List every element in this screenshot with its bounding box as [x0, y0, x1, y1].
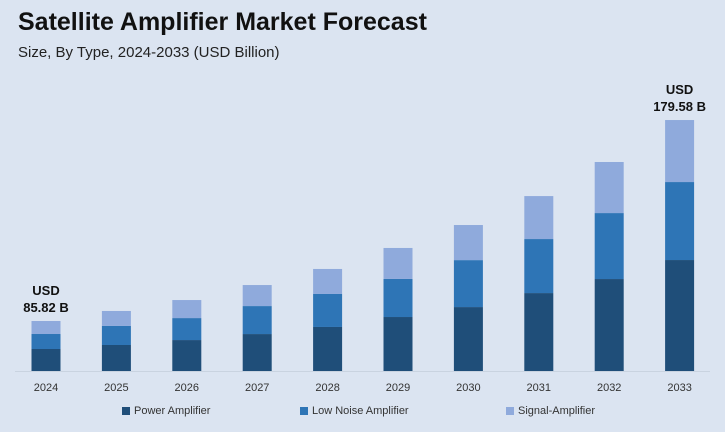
bar-segment-2025-1: [101, 325, 131, 346]
data-label-currency: USD: [666, 82, 693, 97]
data-label-value: 85.82 B: [23, 300, 69, 315]
legend-item: Power Amplifier: [122, 405, 210, 417]
bar-segment-2025-0: [101, 345, 131, 371]
bar-segment-2025-2: [101, 310, 131, 326]
x-tick-label: 2033: [667, 382, 691, 394]
legend-label: Signal-Amplifier: [518, 405, 596, 417]
data-label-currency: USD: [32, 283, 59, 298]
bar-segment-2028-0: [313, 326, 343, 371]
legend-item: Signal-Amplifier: [506, 405, 595, 417]
bar-segment-2029-1: [383, 278, 413, 318]
bar-segment-2028-2: [313, 268, 343, 294]
legend-label: Low Noise Amplifier: [312, 405, 409, 417]
bar-segment-2024-2: [31, 321, 61, 335]
bar-segment-2032-0: [594, 279, 624, 371]
x-tick-label: 2027: [245, 382, 269, 394]
bar-segment-2028-1: [313, 293, 343, 327]
x-tick-label: 2029: [386, 382, 410, 394]
bar-segment-2031-0: [524, 293, 554, 371]
legend-swatch: [122, 407, 130, 415]
x-tick-label: 2031: [527, 382, 551, 394]
x-tick-label: 2026: [175, 382, 199, 394]
bar-segment-2030-0: [453, 307, 483, 371]
x-tick-label: 2032: [597, 382, 621, 394]
x-tick-label: 2024: [34, 382, 58, 394]
chart-subtitle: Size, By Type, 2024-2033 (USD Billion): [18, 44, 280, 61]
bar-segment-2031-2: [524, 196, 554, 240]
bar-segment-2024-0: [31, 349, 61, 371]
bar-segment-2033-1: [665, 182, 695, 261]
legend-label: Power Amplifier: [134, 405, 211, 417]
bar-segment-2027-0: [242, 334, 272, 371]
data-label-value: 179.58 B: [653, 99, 706, 114]
bar-segment-2027-2: [242, 285, 272, 307]
legend-item: Low Noise Amplifier: [300, 405, 409, 417]
bar-segment-2030-2: [453, 225, 483, 261]
x-tick-label: 2028: [315, 382, 339, 394]
bar-segment-2029-0: [383, 317, 413, 371]
bar-segment-2032-2: [594, 161, 624, 214]
bar-segment-2033-0: [665, 260, 695, 371]
chart-title: Satellite Amplifier Market Forecast: [18, 8, 427, 36]
legend-swatch: [300, 407, 308, 415]
bar-segment-2026-2: [172, 300, 202, 319]
bar-segment-2026-1: [172, 318, 202, 341]
legend-swatch: [506, 407, 514, 415]
bar-segment-2033-2: [665, 120, 695, 183]
bar-segment-2029-2: [383, 247, 413, 279]
x-tick-label: 2030: [456, 382, 480, 394]
bar-segment-2027-1: [242, 306, 272, 335]
x-tick-label: 2025: [104, 382, 128, 394]
bar-segment-2024-1: [31, 334, 61, 350]
bar-segment-2032-1: [594, 213, 624, 280]
bar-segment-2031-1: [524, 239, 554, 294]
bar-segment-2026-0: [172, 340, 202, 371]
bar-segment-2030-1: [453, 260, 483, 308]
